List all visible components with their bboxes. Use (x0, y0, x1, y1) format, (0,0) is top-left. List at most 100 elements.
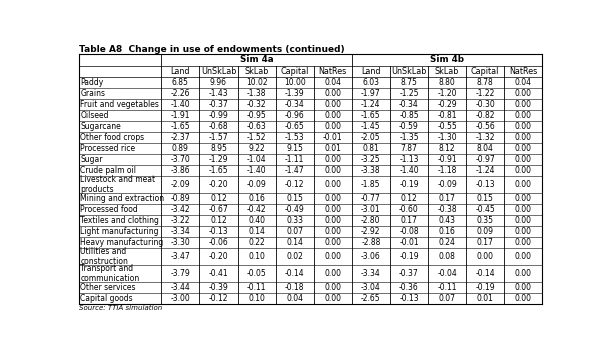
Text: 0.00: 0.00 (324, 111, 341, 120)
Text: 0.00: 0.00 (514, 238, 531, 247)
Text: 0.24: 0.24 (439, 238, 456, 247)
Text: UnSkLab: UnSkLab (201, 67, 236, 76)
Text: -1.38: -1.38 (247, 89, 266, 98)
Text: 0.00: 0.00 (324, 155, 341, 164)
Text: -3.25: -3.25 (361, 155, 381, 164)
Text: -1.24: -1.24 (361, 100, 381, 109)
Text: -3.70: -3.70 (170, 155, 190, 164)
Text: 0.14: 0.14 (286, 238, 303, 247)
Text: Table A8  Change in use of endowments (continued): Table A8 Change in use of endowments (co… (79, 45, 344, 54)
Text: -0.77: -0.77 (361, 194, 381, 203)
Text: 8.78: 8.78 (477, 78, 493, 87)
Text: 0.00: 0.00 (324, 180, 341, 189)
Text: -2.05: -2.05 (361, 133, 381, 142)
Text: 0.00: 0.00 (324, 283, 341, 292)
Text: 0.00: 0.00 (324, 238, 341, 247)
Text: 0.00: 0.00 (477, 252, 494, 261)
Text: 0.89: 0.89 (172, 144, 189, 153)
Text: 0.00: 0.00 (324, 122, 341, 131)
Text: -1.32: -1.32 (475, 133, 495, 142)
Text: NatRes: NatRes (319, 67, 347, 76)
Text: -0.29: -0.29 (438, 100, 457, 109)
Text: -1.24: -1.24 (475, 166, 495, 175)
Text: 0.10: 0.10 (248, 252, 265, 261)
Text: -0.30: -0.30 (475, 100, 495, 109)
Text: -0.04: -0.04 (437, 269, 457, 278)
Text: -2.88: -2.88 (361, 238, 381, 247)
Text: 0.00: 0.00 (514, 194, 531, 203)
Text: -3.04: -3.04 (361, 283, 381, 292)
Text: Grains: Grains (81, 89, 105, 98)
Text: -0.95: -0.95 (247, 111, 267, 120)
Text: 0.12: 0.12 (210, 194, 227, 203)
Text: -2.37: -2.37 (170, 133, 190, 142)
Text: Other food crops: Other food crops (81, 133, 144, 142)
Text: -3.34: -3.34 (170, 227, 190, 236)
Text: -0.19: -0.19 (475, 283, 495, 292)
Text: -1.25: -1.25 (399, 89, 419, 98)
Text: -1.97: -1.97 (361, 89, 381, 98)
Text: 0.00: 0.00 (324, 294, 341, 303)
Text: -1.18: -1.18 (438, 166, 457, 175)
Text: -0.39: -0.39 (208, 283, 228, 292)
Text: -0.13: -0.13 (208, 227, 228, 236)
Text: Land: Land (171, 67, 190, 76)
Text: 0.15: 0.15 (477, 194, 494, 203)
Text: -3.22: -3.22 (171, 216, 190, 225)
Text: -0.11: -0.11 (438, 283, 457, 292)
Text: -1.43: -1.43 (208, 89, 228, 98)
Text: 9.15: 9.15 (286, 144, 303, 153)
Text: -0.34: -0.34 (285, 100, 305, 109)
Text: -0.12: -0.12 (208, 294, 228, 303)
Text: -0.41: -0.41 (208, 269, 228, 278)
Text: Textiles and clothing: Textiles and clothing (81, 216, 159, 225)
Text: -0.14: -0.14 (285, 269, 304, 278)
Text: -0.01: -0.01 (399, 238, 419, 247)
Text: Other services: Other services (81, 283, 136, 292)
Text: Heavy manufacturing: Heavy manufacturing (81, 238, 164, 247)
Text: 0.16: 0.16 (248, 194, 265, 203)
Text: 8.80: 8.80 (439, 78, 456, 87)
Text: -0.19: -0.19 (399, 180, 419, 189)
Text: -2.26: -2.26 (171, 89, 190, 98)
Text: 6.03: 6.03 (362, 78, 379, 87)
Text: -0.09: -0.09 (437, 180, 457, 189)
Text: -0.19: -0.19 (399, 252, 419, 261)
Text: -1.40: -1.40 (170, 100, 190, 109)
Text: -0.45: -0.45 (475, 205, 495, 214)
Text: -1.29: -1.29 (208, 155, 228, 164)
Text: -0.91: -0.91 (438, 155, 457, 164)
Text: -3.79: -3.79 (170, 269, 190, 278)
Text: -3.86: -3.86 (170, 166, 190, 175)
Text: Utilities and: Utilities and (81, 247, 127, 256)
Text: NatRes: NatRes (509, 67, 538, 76)
Text: -1.45: -1.45 (361, 122, 381, 131)
Text: 8.04: 8.04 (477, 144, 494, 153)
Text: -0.37: -0.37 (208, 100, 228, 109)
Text: -0.89: -0.89 (170, 194, 190, 203)
Text: -1.65: -1.65 (361, 111, 381, 120)
Text: Sugar: Sugar (81, 155, 103, 164)
Text: -3.34: -3.34 (361, 269, 381, 278)
Text: -0.60: -0.60 (399, 205, 419, 214)
Text: -1.85: -1.85 (361, 180, 381, 189)
Text: -2.09: -2.09 (170, 180, 190, 189)
Text: -0.38: -0.38 (438, 205, 457, 214)
Text: 9.22: 9.22 (248, 144, 265, 153)
Text: -1.39: -1.39 (285, 89, 304, 98)
Text: Capital: Capital (471, 67, 499, 76)
Text: Mining and extraction: Mining and extraction (81, 194, 164, 203)
Text: 0.00: 0.00 (514, 111, 531, 120)
Text: -0.85: -0.85 (399, 111, 419, 120)
Text: 0.00: 0.00 (324, 269, 341, 278)
Text: Light manufacturing: Light manufacturing (81, 227, 159, 236)
Text: 0.00: 0.00 (514, 205, 531, 214)
Text: 0.00: 0.00 (514, 294, 531, 303)
Text: -2.92: -2.92 (361, 227, 381, 236)
Text: -1.40: -1.40 (399, 166, 419, 175)
Text: -0.96: -0.96 (285, 111, 305, 120)
Text: products: products (81, 185, 114, 193)
Text: 8.12: 8.12 (439, 144, 455, 153)
Text: 9.96: 9.96 (210, 78, 227, 87)
Text: 0.00: 0.00 (514, 269, 531, 278)
